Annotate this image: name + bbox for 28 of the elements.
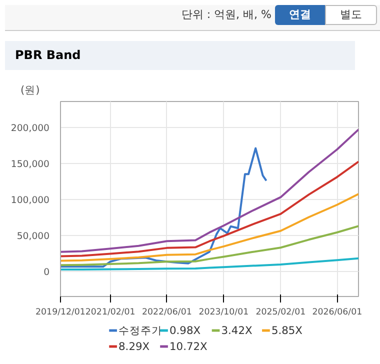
text: 단위 : 억원, 배, %	[181, 8, 272, 21]
y-axis-title: (원)	[20, 84, 40, 96]
legend-label: 3.42X	[221, 324, 252, 337]
y-tick-label: 50,000	[16, 230, 50, 242]
line-series	[60, 128, 358, 253]
x-tick-label: 2023/10/01	[198, 308, 249, 318]
x-tick-label: 2025/02/01	[256, 308, 306, 318]
x-tick-label: 2022/06/01	[142, 308, 192, 318]
x-tick-label: 2026/06/01	[312, 308, 362, 318]
chart-title: PBR Band	[5, 41, 355, 70]
text: 연결	[275, 5, 325, 25]
line-series	[60, 192, 358, 262]
line-series	[60, 160, 358, 258]
legend-label: 8.29X	[118, 340, 150, 353]
line-series	[60, 257, 358, 271]
y-tick-label: 150,000	[10, 158, 50, 170]
legend-label: 수정주가	[118, 324, 163, 337]
y-tick-label: 0	[44, 266, 50, 278]
legend-label: 5.85X	[271, 324, 302, 337]
y-tick-label: 100,000	[10, 194, 50, 206]
text: 별도	[325, 5, 377, 25]
line-series	[60, 225, 358, 266]
legend-label: 10.72X	[170, 340, 208, 353]
legend-label: 0.98X	[170, 324, 201, 337]
x-tick-label: 2019/12/01	[36, 308, 86, 318]
x-tick-label: 2021/02/01	[85, 308, 136, 318]
line-series	[60, 147, 268, 268]
y-tick-label: 200,000	[10, 122, 50, 134]
